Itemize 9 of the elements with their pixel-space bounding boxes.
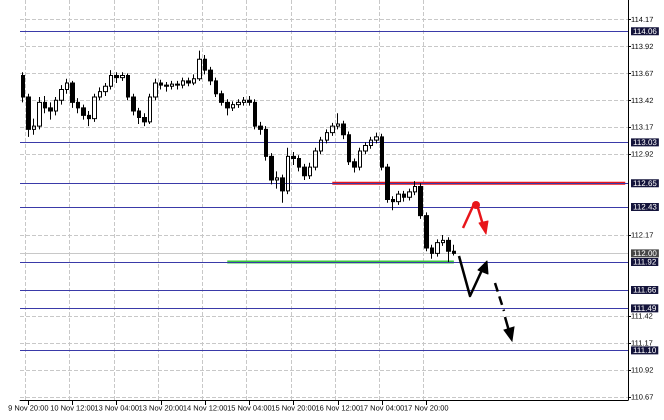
ref-line-label: 112.00 [633, 248, 658, 258]
ref-line-label: 113.03 [633, 138, 658, 147]
ref-line-label: 111.92 [633, 257, 657, 266]
ref-line-label: 112.43 [633, 202, 658, 212]
ref-line-label: 112.65 [633, 178, 658, 188]
ref-line-label: 111.66 [633, 286, 657, 295]
ref-line-label: 111.10 [633, 346, 657, 355]
ref-line-label: 111.49 [633, 304, 657, 313]
ref-line-label: 114.06 [633, 26, 658, 36]
